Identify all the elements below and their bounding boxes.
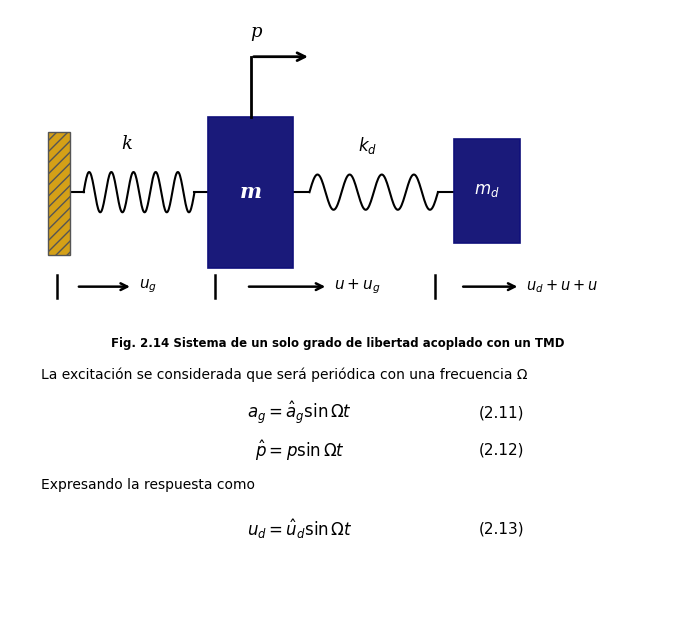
Text: $a_g = \hat{a}_g \sin \Omega t$: $a_g = \hat{a}_g \sin \Omega t$	[247, 399, 352, 426]
Text: (2.11): (2.11)	[479, 405, 524, 420]
Text: Expresando la respuesta como: Expresando la respuesta como	[41, 478, 255, 492]
Bar	[454, 139, 520, 243]
Text: Fig. 2.14 Sistema de un solo grado de libertad acoplado con un TMD: Fig. 2.14 Sistema de un solo grado de li…	[111, 337, 564, 350]
Text: k: k	[121, 135, 132, 153]
Text: $u_g$: $u_g$	[139, 278, 157, 295]
Text: m: m	[240, 182, 262, 202]
Text: (2.12): (2.12)	[479, 443, 524, 458]
Text: $\hat{p} = p \sin \Omega t$: $\hat{p} = p \sin \Omega t$	[254, 438, 345, 463]
Text: $u_d = \hat{u}_d \sin \Omega t$: $u_d = \hat{u}_d \sin \Omega t$	[247, 517, 352, 541]
Text: $k_d$: $k_d$	[358, 135, 377, 156]
Text: La excitación se considerada que será periódica con una frecuencia Ω: La excitación se considerada que será pe…	[41, 367, 528, 382]
Bar	[209, 117, 294, 268]
Bar	[48, 132, 70, 255]
Text: (2.13): (2.13)	[479, 522, 524, 537]
Text: $u_d+u+u$: $u_d+u+u$	[526, 278, 599, 295]
Text: p: p	[250, 23, 262, 41]
Text: $m_d$: $m_d$	[475, 182, 500, 199]
Text: $u+u_g$: $u+u_g$	[334, 277, 381, 296]
